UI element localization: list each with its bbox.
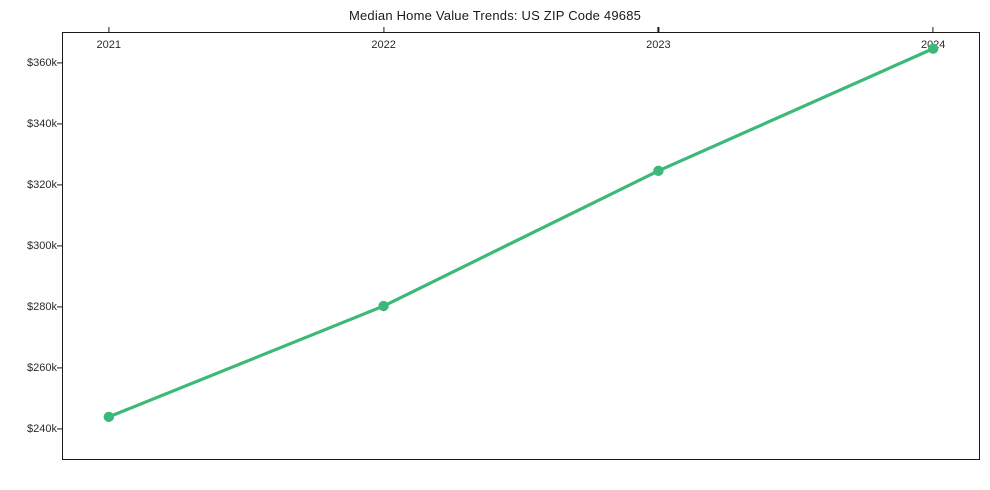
plot-area: $360k $340k $320k $300k $280k $260k $240… (62, 32, 980, 460)
data-point-2022[interactable] (378, 301, 388, 311)
data-point-2023[interactable] (653, 166, 663, 176)
y-axis-label-300k: $300k (5, 240, 57, 252)
y-axis-label-280k: $280k (5, 301, 57, 313)
y-axis-label-320k: $320k (5, 179, 57, 191)
chart-root: Median Home Value Trends: US ZIP Code 49… (0, 0, 990, 490)
y-axis-label-260k: $260k (5, 362, 57, 374)
chart-title: Median Home Value Trends: US ZIP Code 49… (0, 8, 990, 23)
home-value-line-series[interactable] (63, 33, 979, 459)
y-axis-label-240k: $240k (5, 423, 57, 435)
y-axis-label-360k: $360k (5, 57, 57, 69)
y-axis-label-340k: $340k (5, 118, 57, 130)
home-value-trend-line[interactable] (109, 49, 933, 417)
data-point-2021[interactable] (104, 412, 114, 422)
data-point-2024[interactable] (928, 43, 938, 53)
